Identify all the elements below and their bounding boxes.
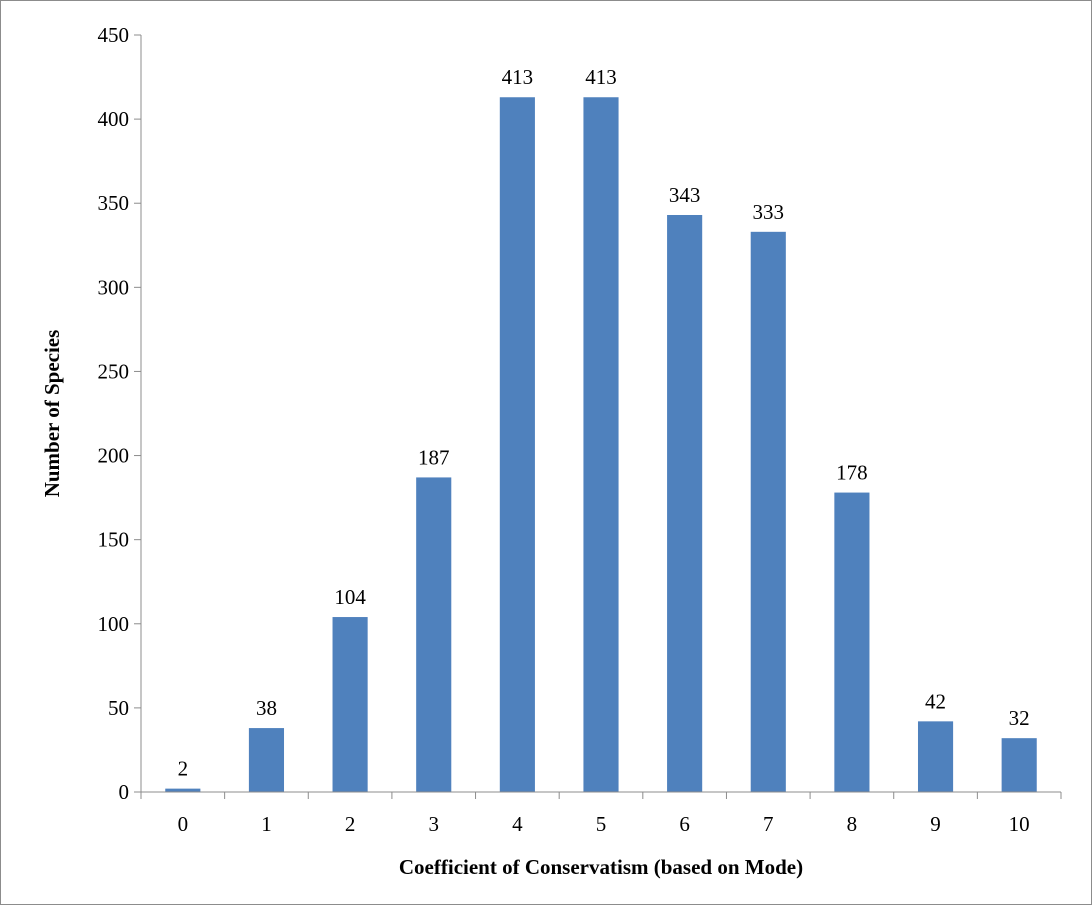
bar-data-label: 187 xyxy=(418,445,450,469)
y-tick-label: 50 xyxy=(108,696,129,720)
bar xyxy=(583,97,619,792)
bar xyxy=(667,214,703,792)
y-tick-label: 300 xyxy=(98,275,130,299)
y-tick-label: 250 xyxy=(98,359,130,383)
bar xyxy=(917,721,954,792)
bar xyxy=(416,477,452,792)
data-labels-group: 2 38 104 187 413 413 343 333 178 42 32 xyxy=(178,65,1030,780)
y-tick-label: 400 xyxy=(98,107,130,131)
bar xyxy=(248,728,285,792)
x-tick-label: 7 xyxy=(763,812,774,836)
bar xyxy=(499,97,535,792)
y-ticks-group: 0 50 100 150 200 250 300 350 400 450 xyxy=(98,23,141,804)
bar-data-label: 413 xyxy=(502,65,534,89)
bar-data-label: 42 xyxy=(925,689,946,713)
y-tick-label: 0 xyxy=(119,780,130,804)
y-tick-label: 350 xyxy=(98,191,130,215)
x-axis-title: Coefficient of Conservatism (based on Mo… xyxy=(399,855,803,879)
y-tick-label: 200 xyxy=(98,444,130,468)
x-tick-label: 1 xyxy=(261,812,272,836)
bar-data-label: 178 xyxy=(836,461,868,485)
bar-data-label: 343 xyxy=(669,183,701,207)
x-tick-label: 3 xyxy=(428,812,439,836)
x-tick-label: 4 xyxy=(512,812,523,836)
bar-data-label: 32 xyxy=(1009,706,1030,730)
x-tick-label: 8 xyxy=(847,812,858,836)
x-tick-label: 5 xyxy=(596,812,607,836)
y-axis-title: Number of Species xyxy=(40,330,64,498)
x-tick-label: 6 xyxy=(679,812,690,836)
x-ticks-group: 0 1 2 3 4 5 6 7 8 9 10 xyxy=(140,792,1062,836)
x-tick-label: 10 xyxy=(1009,812,1030,836)
y-tick-label: 150 xyxy=(98,528,130,552)
bar xyxy=(1001,738,1037,792)
bar-data-label: 38 xyxy=(256,696,277,720)
y-tick-label: 450 xyxy=(98,23,130,47)
x-tick-label: 0 xyxy=(178,812,189,836)
y-tick-label: 100 xyxy=(98,612,130,636)
bar-data-label: 2 xyxy=(178,757,189,781)
bar xyxy=(750,231,786,792)
bars-group xyxy=(165,97,1037,792)
x-tick-label: 9 xyxy=(930,812,941,836)
bar xyxy=(332,617,368,792)
bar-data-label: 104 xyxy=(334,585,366,609)
bar xyxy=(165,788,201,792)
bar xyxy=(834,492,870,792)
bar-data-label: 413 xyxy=(585,65,617,89)
x-tick-label: 2 xyxy=(345,812,356,836)
bar-data-label: 333 xyxy=(753,200,785,224)
